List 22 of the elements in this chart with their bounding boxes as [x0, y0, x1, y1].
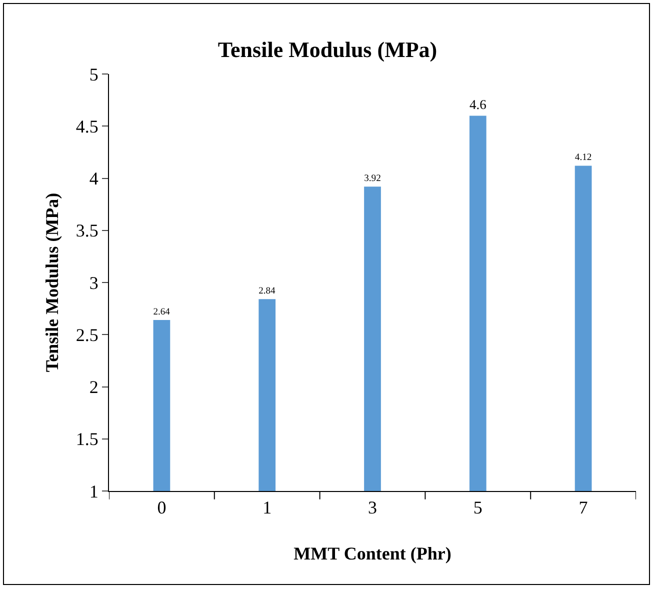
x-axis-title: MMT Content (Phr) — [294, 544, 452, 564]
chart-title: Tensile Modulus (MPa) — [218, 37, 438, 62]
y-tick-label: 2.5 — [76, 324, 98, 345]
y-tick-label: 3.5 — [76, 220, 98, 241]
x-tick-label: 7 — [578, 498, 588, 518]
x-tick-label: 1 — [262, 498, 272, 518]
y-tick-label: 1 — [89, 481, 98, 502]
y-axis-title: Tensile Modulus (MPa) — [42, 192, 62, 372]
y-tick-label: 1.5 — [76, 429, 98, 450]
data-label: 4.12 — [574, 152, 592, 164]
y-tick-label: 4.5 — [76, 116, 98, 136]
x-tick-label: 5 — [473, 498, 482, 518]
x-tick-label: 3 — [368, 498, 377, 518]
y-tick-label: 3 — [89, 272, 98, 293]
y-tick-label: 4 — [89, 168, 98, 189]
y-tick-label: 2 — [89, 377, 98, 398]
x-tick-label: 0 — [157, 498, 166, 518]
data-label: 3.92 — [364, 173, 382, 184]
data-label: 2.84 — [258, 286, 276, 297]
data-label: 2.64 — [153, 308, 170, 318]
y-tick-label: 5 — [89, 64, 98, 84]
data-label: 4.6 — [469, 97, 487, 112]
